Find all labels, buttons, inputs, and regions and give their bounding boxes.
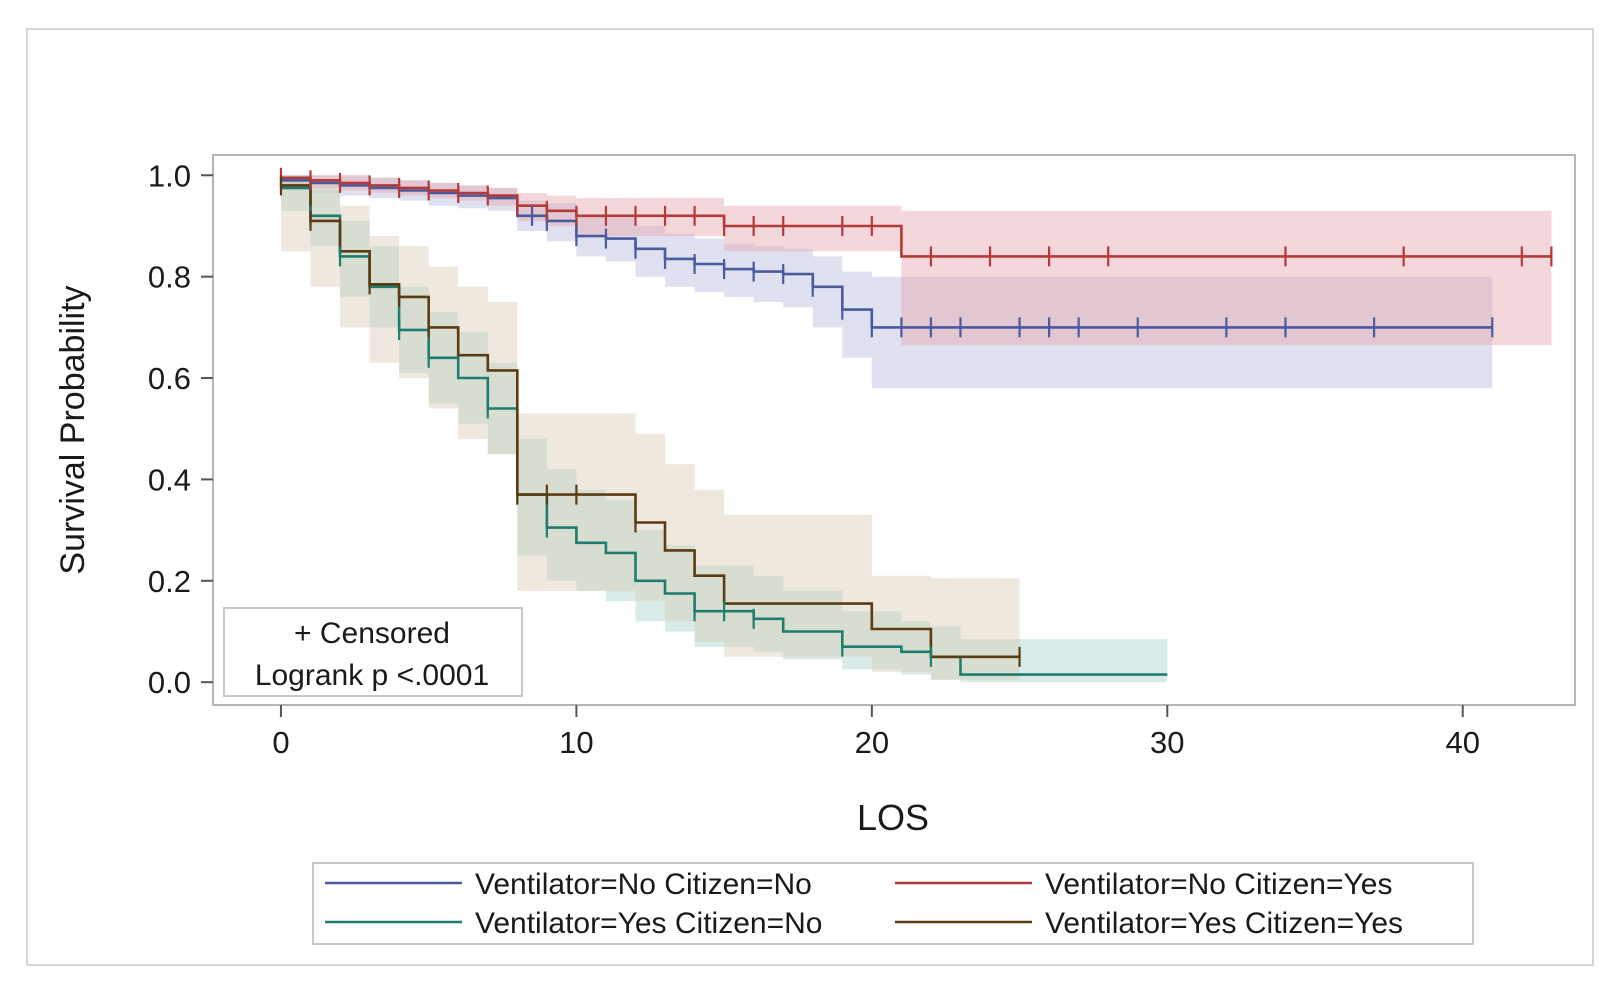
confidence-bands [281,175,1552,683]
x-tick-label: 10 [559,725,593,760]
y-tick-label: 0.4 [148,462,191,497]
y-tick-label: 0.2 [148,564,191,599]
censor-marks [279,167,1553,667]
x-axis-label: LOS [857,797,929,838]
x-tick-label: 0 [272,725,289,760]
inset-censored-text: + Censored [294,617,450,650]
inset-box [223,607,523,697]
legend: Ventilator=No Citizen=No Ventilator=No Ci… [312,862,1474,945]
y-tick-label: 0.8 [148,260,191,295]
y-axis: 0.0 0.2 0.4 0.6 0.8 1.0 [148,158,213,700]
legend-label: Ventilator=No Citizen=Yes [1045,868,1392,901]
survival-curve-2 [281,186,1168,676]
figure-frame [26,28,1594,966]
confidence-band-0 [281,175,1493,389]
survival-curve-0 [281,179,1493,329]
y-tick-label: 1.0 [148,158,191,193]
y-axis-label: Survival Probability [54,285,92,574]
x-tick-label: 40 [1445,725,1479,760]
legend-box [312,862,1474,945]
censored-inset: + Censored Logrank p <.0001 [223,607,523,697]
survival-curve-1 [281,176,1552,258]
x-tick-label: 20 [855,725,889,760]
confidence-band-3 [281,175,1020,680]
y-tick-label: 0.6 [148,361,191,396]
x-tick-label: 30 [1150,725,1184,760]
inset-logrank-text: Logrank p <.0001 [255,659,489,692]
survival-curve-3 [281,184,1020,659]
legend-label: Ventilator=Yes Citizen=Yes [1045,907,1403,940]
plot-area-border [212,154,1576,706]
survival-curves [281,176,1552,676]
legend-label: Ventilator=No Citizen=No [475,868,812,901]
confidence-band-1 [281,175,1552,346]
x-axis: 0 10 20 30 40 [272,705,1480,760]
legend-label: Ventilator=Yes Citizen=No [475,907,822,940]
y-tick-label: 0.0 [148,665,191,700]
